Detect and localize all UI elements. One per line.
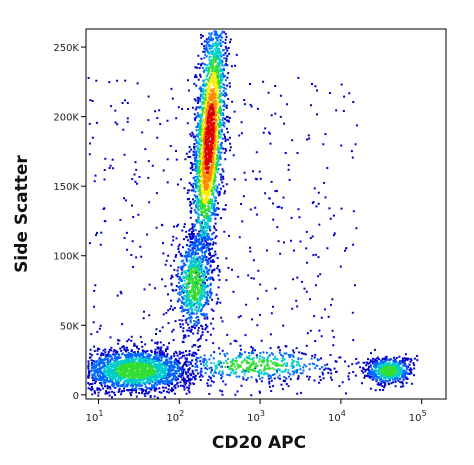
event-dot-layer <box>115 56 398 380</box>
y-tick-label: 100K <box>53 252 79 263</box>
x-tick-label: 103 <box>247 409 265 424</box>
y-tick-label: 50K <box>60 321 80 332</box>
x-tick-label: 104 <box>328 409 346 424</box>
y-tick-label: 200K <box>53 113 79 124</box>
event-dot-layer <box>87 31 419 399</box>
event-dot-layer <box>102 41 403 385</box>
event-dot-layer <box>200 71 220 204</box>
x-tick-label: 101 <box>86 409 104 424</box>
x-tick-label: 105 <box>409 409 427 424</box>
event-dots <box>87 30 419 399</box>
event-dot-layer <box>89 30 410 390</box>
x-axis-ticks: 101 102 103 104 105 <box>86 399 427 424</box>
x-tick-label: 102 <box>166 409 184 424</box>
y-axis-title: Side Scatter <box>12 155 32 273</box>
y-tick-label: 250K <box>53 43 79 54</box>
y-tick-label: 0 <box>73 391 79 402</box>
plot-frame <box>85 28 447 400</box>
y-tick-label: 150K <box>53 182 79 193</box>
y-axis-ticks: 0 50K 100K 150K 200K 250K <box>53 43 86 402</box>
x-axis-title: CD20 APC <box>212 433 306 453</box>
event-dot-layer <box>204 103 216 174</box>
